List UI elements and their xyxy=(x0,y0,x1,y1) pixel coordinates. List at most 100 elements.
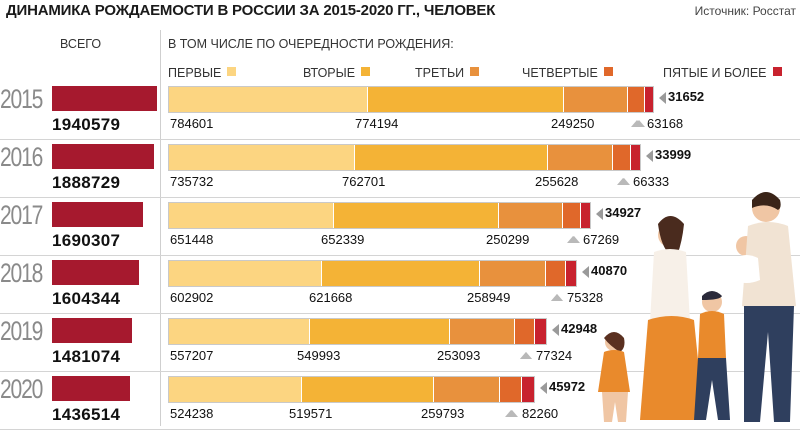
bar-segment-3 xyxy=(433,377,499,402)
bar-segment-2 xyxy=(321,261,479,286)
pointer-marker xyxy=(551,294,563,301)
value-label: 602902 xyxy=(170,290,214,305)
value-label: 66333 xyxy=(633,174,670,189)
total-value: 1940579 xyxy=(52,115,121,134)
value-label: 784601 xyxy=(170,116,214,131)
stacked-bar xyxy=(168,376,535,403)
bar-segment-5 xyxy=(644,87,653,112)
value-label: 63168 xyxy=(647,116,684,131)
legend-item-5: ПЯТЫЕ И БОЛЕЕ xyxy=(663,66,782,80)
value-label: 255628 xyxy=(535,174,579,189)
stacked-bar xyxy=(168,260,577,287)
value-label: 258949 xyxy=(467,290,511,305)
pointer-marker xyxy=(631,120,643,127)
bar-segment-2 xyxy=(367,87,563,112)
bar-segment-5 xyxy=(521,377,534,402)
total-header: ВСЕГО xyxy=(60,37,102,51)
bar-segment-4 xyxy=(562,203,580,228)
year-label: 2019 xyxy=(0,316,43,346)
order-header: В ТОМ ЧИСЛЕ ПО ОЧЕРЕДНОСТИ РОЖДЕНИЯ: xyxy=(168,37,454,51)
bar-segment-5 xyxy=(534,319,546,344)
total-bar xyxy=(52,318,132,343)
family-illustration xyxy=(598,192,796,422)
bar-segment-2 xyxy=(333,203,498,228)
row-divider xyxy=(0,255,800,256)
value-label: 77324 xyxy=(536,348,573,363)
pointer-marker xyxy=(540,382,547,394)
bar-segment-1 xyxy=(169,319,309,344)
value-label: 253093 xyxy=(437,348,481,363)
total-bar xyxy=(52,202,143,227)
bar-segment-1 xyxy=(169,261,321,286)
pointer-marker xyxy=(617,178,629,185)
bar-segment-4 xyxy=(499,377,521,402)
bar-segment-2 xyxy=(354,145,547,170)
bar-segment-5 xyxy=(580,203,590,228)
total-value: 1690307 xyxy=(52,231,121,250)
pointer-marker xyxy=(567,236,579,243)
total-value: 1436514 xyxy=(52,405,121,424)
value-label: 34927 xyxy=(605,205,642,220)
bar-segment-1 xyxy=(169,87,367,112)
value-label: 33999 xyxy=(655,147,692,162)
value-label: 75328 xyxy=(567,290,604,305)
year-label: 2016 xyxy=(0,142,43,172)
bar-segment-5 xyxy=(565,261,576,286)
value-label: 557207 xyxy=(170,348,214,363)
chart-title: ДИНАМИКА РОЖДАЕМОСТИ В РОССИИ ЗА 2015-20… xyxy=(6,2,496,19)
value-label: 621668 xyxy=(309,290,353,305)
value-label: 250299 xyxy=(486,232,530,247)
stacked-bar xyxy=(168,202,591,229)
pointer-marker xyxy=(582,266,589,278)
row-divider xyxy=(0,371,800,372)
bar-segment-3 xyxy=(547,145,612,170)
total-bar xyxy=(52,260,139,285)
year-label: 2020 xyxy=(0,374,43,404)
legend-item-4: ЧЕТВЕРТЫЕ xyxy=(522,66,613,80)
legend-swatch xyxy=(603,67,613,76)
total-value: 1888729 xyxy=(52,173,121,192)
value-label: 519571 xyxy=(289,406,333,421)
column-divider xyxy=(160,30,161,426)
total-bar xyxy=(52,376,130,401)
legend-swatch xyxy=(772,67,782,76)
source-note: Источник: Росстат xyxy=(694,4,796,18)
stacked-bar xyxy=(168,86,654,113)
pointer-marker xyxy=(646,150,653,162)
stacked-bar xyxy=(168,144,641,171)
legend-item-2: ВТОРЫЕ xyxy=(303,66,371,80)
legend-item-3: ТРЕТЬИ xyxy=(415,66,480,80)
bar-segment-1 xyxy=(169,145,354,170)
bar-segment-3 xyxy=(479,261,545,286)
pointer-marker xyxy=(552,324,559,336)
legend-label: ЧЕТВЕРТЫЕ xyxy=(522,66,598,80)
pointer-marker xyxy=(520,352,532,359)
value-label: 735732 xyxy=(170,174,214,189)
total-bar xyxy=(52,86,157,111)
value-label: 774194 xyxy=(355,116,399,131)
value-label: 762701 xyxy=(342,174,386,189)
value-label: 45972 xyxy=(549,379,586,394)
pointer-marker xyxy=(659,92,666,104)
total-value: 1481074 xyxy=(52,347,121,366)
bar-segment-3 xyxy=(563,87,627,112)
legend-label: ПЕРВЫЕ xyxy=(168,66,222,80)
year-label: 2018 xyxy=(0,258,43,288)
value-label: 651448 xyxy=(170,232,214,247)
bar-segment-3 xyxy=(498,203,562,228)
total-value: 1604344 xyxy=(52,289,121,308)
row-divider xyxy=(0,313,800,314)
bar-segment-2 xyxy=(301,377,433,402)
legend-label: ВТОРЫЕ xyxy=(303,66,356,80)
value-label: 249250 xyxy=(551,116,595,131)
value-label: 40870 xyxy=(591,263,628,278)
row-divider xyxy=(0,197,800,198)
bar-segment-1 xyxy=(169,203,333,228)
bar-segment-4 xyxy=(545,261,565,286)
legend-swatch xyxy=(361,67,371,76)
legend-swatch xyxy=(470,67,480,76)
legend-label: ПЯТЫЕ И БОЛЕЕ xyxy=(663,66,767,80)
pointer-marker xyxy=(506,410,518,417)
legend-label: ТРЕТЬИ xyxy=(415,66,465,80)
year-label: 2015 xyxy=(0,84,43,114)
